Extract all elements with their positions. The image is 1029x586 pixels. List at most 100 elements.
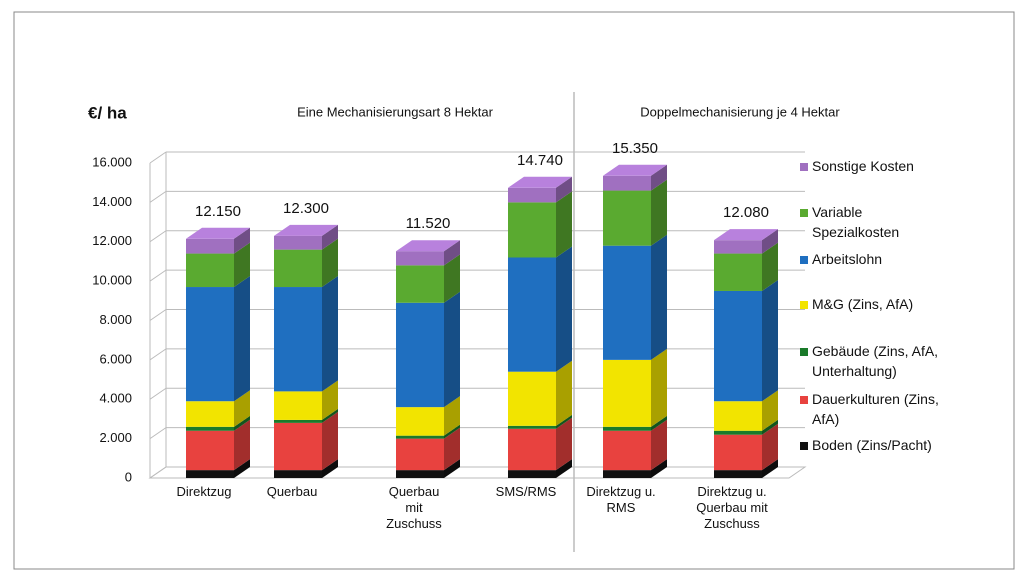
bar-segment-side xyxy=(762,279,778,402)
bar-segment-side xyxy=(322,380,338,420)
y-tick-label: 12.000 xyxy=(92,233,132,248)
bar-segment-side xyxy=(556,176,572,203)
bar-segment-side xyxy=(762,229,778,254)
x-tick-label: Direktzug u. Querbau mit Zuschuss xyxy=(696,484,768,531)
legend-label: Gebäude (Zins, AfA, Unterhaltung) xyxy=(812,343,938,379)
total-label: 11.520 xyxy=(406,215,451,232)
bar-segment xyxy=(274,419,322,423)
y-axis-label: €/ ha xyxy=(88,103,127,122)
total-label: 12.080 xyxy=(723,204,769,221)
bar-segment-side xyxy=(234,390,250,427)
bar-segment-side xyxy=(762,419,778,435)
x-tick-label: Querbau xyxy=(267,484,318,499)
bar-segment-side xyxy=(322,224,338,250)
bar-segment-side xyxy=(762,459,778,478)
bar-segment-side xyxy=(651,459,667,478)
bar-segment-side xyxy=(234,227,250,254)
bar-segment-top xyxy=(186,227,250,239)
bar-segment xyxy=(714,290,762,402)
group-label: Doppelmechanisierung je 4 Hektar xyxy=(640,104,840,119)
grid-line xyxy=(149,427,167,440)
bar-segment xyxy=(714,401,762,431)
bar-segment-side xyxy=(234,276,250,402)
bar-segment xyxy=(274,235,322,250)
legend-swatch xyxy=(800,209,808,217)
bar-segment-side xyxy=(762,423,778,471)
bar-segment xyxy=(274,422,322,471)
grid-line xyxy=(149,230,167,243)
total-label: 15.350 xyxy=(612,140,658,157)
bar-segment xyxy=(186,238,234,254)
y-tick-label: 4.000 xyxy=(99,391,132,406)
grid-line xyxy=(149,348,167,361)
bar-segment-top xyxy=(274,224,338,236)
bar-segment xyxy=(274,249,322,288)
bar-segment xyxy=(396,438,444,471)
bar-segment-side xyxy=(556,417,572,471)
y-tick-label: 2.000 xyxy=(99,430,132,445)
bar-segment xyxy=(186,430,234,471)
bar-segment-side xyxy=(444,427,460,471)
grid-line xyxy=(149,151,167,164)
y-tick-label: 6.000 xyxy=(99,351,132,366)
bar-segment xyxy=(714,253,762,291)
bar-segment xyxy=(508,371,556,426)
bar-segment-side xyxy=(322,238,338,288)
bar-segment-side xyxy=(234,242,250,288)
bar-segment-side xyxy=(234,415,250,431)
bar-segment xyxy=(396,302,444,408)
grid-line xyxy=(149,466,167,479)
bar-segment-side xyxy=(234,419,250,471)
bar-segment xyxy=(396,435,444,439)
bar-segment xyxy=(396,251,444,266)
bar-segment-side xyxy=(322,459,338,478)
legend-label: Dauerkulturen (Zins, AfA) xyxy=(812,391,939,427)
x-tick-label: Direktzug xyxy=(177,484,232,499)
bar-segment-side xyxy=(762,242,778,291)
bar-segment xyxy=(603,175,651,191)
y-tick-label: 0 xyxy=(125,469,132,484)
x-tick-label: Direktzug u. RMS xyxy=(586,484,655,515)
bar-segment xyxy=(603,190,651,246)
bar-segment xyxy=(274,470,322,478)
bar-segment xyxy=(186,470,234,478)
bar-segment-side xyxy=(556,360,572,426)
bar-segment xyxy=(714,434,762,471)
legend-label: Arbeitslohn xyxy=(812,251,882,267)
bar-segment-side xyxy=(322,411,338,471)
bar-segment-top xyxy=(396,240,460,252)
y-tick-label: 14.000 xyxy=(92,194,132,209)
bar-segment xyxy=(274,287,322,392)
bar-segment xyxy=(508,257,556,372)
legend-label: Sonstige Kosten xyxy=(812,158,914,174)
bar-segment-side xyxy=(322,276,338,392)
legend-swatch xyxy=(800,442,808,450)
x-tick-label: Querbau mit Zuschuss xyxy=(386,484,442,531)
bar-segment xyxy=(603,470,651,478)
bar-segment-side xyxy=(651,179,667,246)
bar-segment-side xyxy=(762,390,778,431)
bar-segment xyxy=(508,202,556,258)
bar-segment-side xyxy=(444,291,460,408)
y-tick-label: 16.000 xyxy=(92,154,132,169)
bar-segment-top xyxy=(603,164,667,176)
total-label: 12.150 xyxy=(195,203,241,220)
bar-segment-side xyxy=(444,396,460,436)
bar-segment xyxy=(603,430,651,471)
bar-segment-side xyxy=(651,234,667,360)
bar-segment-side xyxy=(444,240,460,266)
bar-segment-side xyxy=(444,459,460,478)
grid-line xyxy=(149,190,167,203)
bar-segment-side xyxy=(651,348,667,427)
bar-segment xyxy=(508,425,556,429)
bar-segment-side xyxy=(651,164,667,191)
bar-segment-side xyxy=(444,424,460,439)
grid-line xyxy=(149,309,167,321)
bar-segment xyxy=(186,253,234,288)
y-tick-label: 8.000 xyxy=(99,312,132,327)
legend-swatch xyxy=(800,348,808,356)
bar-segment xyxy=(603,359,651,427)
legend-swatch xyxy=(800,163,808,171)
bar-segment-side xyxy=(651,415,667,431)
bar-segment xyxy=(603,426,651,431)
